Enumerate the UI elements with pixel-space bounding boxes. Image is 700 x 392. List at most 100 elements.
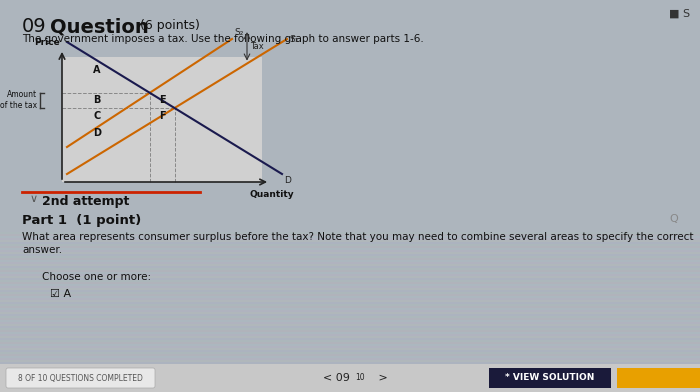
Bar: [0, 240, 700, 242]
Text: Tax: Tax: [250, 42, 264, 51]
Bar: [0, 298, 700, 300]
Bar: [0, 372, 700, 374]
Bar: [0, 346, 700, 348]
Bar: [0, 284, 700, 286]
Bar: [0, 310, 700, 312]
Bar: [0, 316, 700, 318]
Bar: [0, 332, 700, 334]
Bar: [0, 248, 700, 250]
Bar: [0, 286, 700, 288]
Text: C: C: [94, 111, 101, 121]
Bar: [0, 246, 700, 248]
Text: D: D: [284, 176, 291, 185]
Bar: [0, 270, 700, 272]
Bar: [0, 364, 700, 366]
Bar: [0, 348, 700, 350]
Bar: [0, 302, 700, 304]
Bar: [0, 282, 700, 284]
Bar: [0, 362, 700, 364]
Bar: [0, 280, 700, 282]
Bar: [0, 386, 700, 388]
Text: What area represents consumer surplus before the tax? Note that you may need to : What area represents consumer surplus be…: [22, 232, 694, 255]
Text: (6 points): (6 points): [140, 19, 200, 32]
Text: Choose one or more:: Choose one or more:: [42, 272, 151, 282]
Bar: [0, 238, 700, 240]
Bar: [0, 334, 700, 336]
Bar: [0, 360, 700, 362]
Bar: [0, 350, 700, 352]
Text: 10: 10: [355, 373, 365, 382]
Text: 2nd attempt: 2nd attempt: [42, 195, 130, 208]
Bar: [0, 356, 700, 358]
Text: Price: Price: [34, 38, 60, 47]
Text: 09: 09: [22, 17, 47, 36]
Bar: [0, 250, 700, 252]
Text: S₂: S₂: [234, 28, 244, 37]
Bar: [0, 254, 700, 256]
Bar: [0, 326, 700, 328]
Text: B: B: [93, 95, 101, 105]
Bar: [0, 260, 700, 262]
Bar: [0, 272, 700, 274]
Bar: [0, 314, 700, 316]
Bar: [0, 304, 700, 306]
Bar: [0, 258, 700, 260]
Bar: [0, 368, 700, 370]
Bar: [0, 376, 700, 378]
Bar: [0, 382, 700, 384]
Text: >: >: [375, 373, 388, 383]
Bar: [0, 344, 700, 346]
Bar: [0, 308, 700, 310]
Bar: [0, 300, 700, 302]
Bar: [0, 374, 700, 376]
Text: D: D: [93, 128, 101, 138]
FancyBboxPatch shape: [0, 364, 700, 392]
Bar: [0, 390, 700, 392]
Text: Q: Q: [669, 214, 678, 224]
Bar: [0, 278, 700, 280]
Bar: [0, 276, 700, 278]
Bar: [0, 318, 700, 320]
Bar: [0, 340, 700, 342]
Text: * VIEW SOLUTION: * VIEW SOLUTION: [505, 374, 595, 383]
Bar: [0, 244, 700, 246]
Bar: [0, 366, 700, 368]
Text: F: F: [159, 111, 165, 121]
Bar: [0, 378, 700, 380]
Bar: [0, 322, 700, 324]
Bar: [0, 312, 700, 314]
Bar: [0, 256, 700, 258]
Bar: [0, 292, 700, 294]
Text: Part 1  (1 point): Part 1 (1 point): [22, 214, 141, 227]
Bar: [0, 262, 700, 264]
Bar: [0, 290, 700, 292]
Bar: [0, 288, 700, 290]
Text: S₁: S₁: [289, 34, 298, 44]
FancyBboxPatch shape: [62, 57, 262, 182]
Text: 8 OF 10 QUESTIONS COMPLETED: 8 OF 10 QUESTIONS COMPLETED: [18, 374, 142, 383]
Text: ∨: ∨: [30, 194, 38, 204]
Text: A: A: [93, 65, 101, 75]
Bar: [0, 384, 700, 386]
Bar: [0, 294, 700, 296]
Bar: [0, 380, 700, 382]
Bar: [0, 354, 700, 356]
Bar: [0, 370, 700, 372]
Bar: [0, 324, 700, 326]
FancyBboxPatch shape: [489, 368, 611, 388]
Bar: [0, 242, 700, 244]
Text: ■ S: ■ S: [669, 9, 690, 19]
Bar: [0, 328, 700, 330]
Bar: [0, 320, 700, 322]
Bar: [0, 252, 700, 254]
Bar: [0, 268, 700, 270]
FancyBboxPatch shape: [6, 368, 155, 388]
Bar: [0, 234, 700, 236]
Text: E: E: [159, 95, 165, 105]
Bar: [0, 330, 700, 332]
Text: Question: Question: [50, 17, 148, 36]
Text: < 09: < 09: [323, 373, 350, 383]
Bar: [0, 338, 700, 340]
Text: Quantity: Quantity: [250, 190, 294, 199]
Bar: [0, 352, 700, 354]
